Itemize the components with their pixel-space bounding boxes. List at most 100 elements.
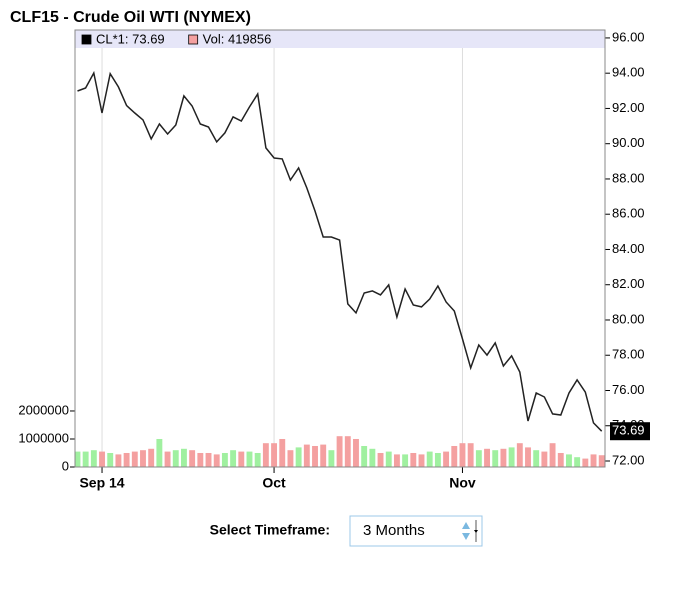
volume-bar [230,450,237,467]
volume-bar [566,454,572,467]
timeframe-label: Select Timeframe: [210,522,330,538]
legend-label: Vol: 419856 [203,31,272,46]
y-tick-label: 82.00 [612,276,645,291]
volume-bar [99,451,105,467]
legend-swatch [81,34,92,45]
volume-bar [336,436,343,467]
plot-border [74,29,606,468]
x-tick-label: Sep 14 [79,475,124,491]
y-tick-label: 94.00 [612,65,645,80]
y-tick-label: 84.00 [612,241,645,256]
volume-bar [115,454,122,467]
volume-bar [262,443,269,467]
volume-bar [549,443,556,467]
legend-band [75,30,605,48]
volume-bar [582,458,589,467]
volume-bar [508,447,515,467]
y-tick-label: 76.00 [612,382,645,397]
dropdown-arrow [474,530,478,533]
volume-bar [393,454,400,467]
y2-tick-label: 0 [62,458,69,473]
volume-bar [369,448,376,467]
volume-bar [172,450,179,467]
layer: Sep 14OctNov72.0074.0076.0078.0080.0082.… [18,29,650,491]
y-tick-label: 90.00 [612,135,645,150]
volume-bar [484,448,490,467]
y2-tick-label: 2000000 [18,402,69,417]
volume-bar [418,454,425,467]
volume-bar [271,443,278,467]
y-tick-label: 88.00 [612,170,645,185]
volume-bar [500,448,507,467]
chart-title: CLF15 - Crude Oil WTI (NYMEX) [10,9,251,26]
volume-bar [525,447,531,467]
volume-bar [197,452,204,467]
volume-bar [303,444,310,467]
volume-bar [328,450,335,467]
y-tick-label: 96.00 [612,29,645,44]
legend-swatch [188,34,199,45]
volume-bar [443,451,450,467]
volume-bar [246,451,253,467]
volume-bar [533,450,540,467]
volume-bar [238,451,245,467]
volume-bar [221,452,228,467]
y-tick-label: 86.00 [612,206,645,221]
timeframe-value[interactable]: 3 Months [363,522,425,539]
volume-bar [140,450,146,467]
y-tick-label: 80.00 [612,311,645,326]
volume-bar [541,451,548,467]
y2-tick-label: 1000000 [18,430,69,445]
volume-bar [410,452,417,467]
volume-bar [181,448,187,467]
y-tick-label: 78.00 [612,347,645,362]
last-value-label: 73.69 [612,423,645,438]
volume-bar [451,445,458,467]
volume-bar [516,443,523,467]
price-line [77,70,603,432]
volume-bar [557,452,564,467]
volume-bar [353,438,359,467]
y-tick-label: 72.00 [612,452,645,467]
volume-bar [344,436,351,467]
volume-bar [377,452,384,467]
volume-bar [295,447,302,467]
legend-label: CL*1: 73.69 [96,31,165,46]
volume-bar [131,451,138,467]
spinner[interactable] [462,522,470,540]
timeframe-select[interactable] [349,515,483,547]
volume-bar [402,454,409,467]
volume-bar [213,454,220,467]
volume-bar [123,452,130,467]
volume-bar [90,450,97,467]
volume-bar [459,443,466,467]
volume-bar [254,452,261,467]
volume-bar [574,457,581,467]
volume-bar [361,445,368,467]
volume-bar [312,445,318,467]
volume-bar [164,451,171,467]
volume-bar [148,448,155,467]
volume-bar [598,455,605,467]
x-tick-label: Oct [262,475,286,491]
x-tick-label: Nov [449,475,476,491]
volume-bar [205,452,212,467]
volume-bar [287,450,294,467]
volume-bar [385,451,392,467]
last-value-box [610,422,650,441]
volume-bar [492,450,499,467]
volume-bar [320,444,327,467]
volume-bar [107,452,114,467]
y-tick-label: 92.00 [612,100,645,115]
volume-bar [426,451,433,467]
volume-bar [156,438,163,467]
volume-bar [467,443,474,467]
volume-bar [475,450,482,467]
volume-bar [189,450,196,467]
volume-bar [279,438,286,467]
volume-bar [434,452,441,467]
volume-bar [82,451,89,467]
volume-bar [590,454,597,467]
